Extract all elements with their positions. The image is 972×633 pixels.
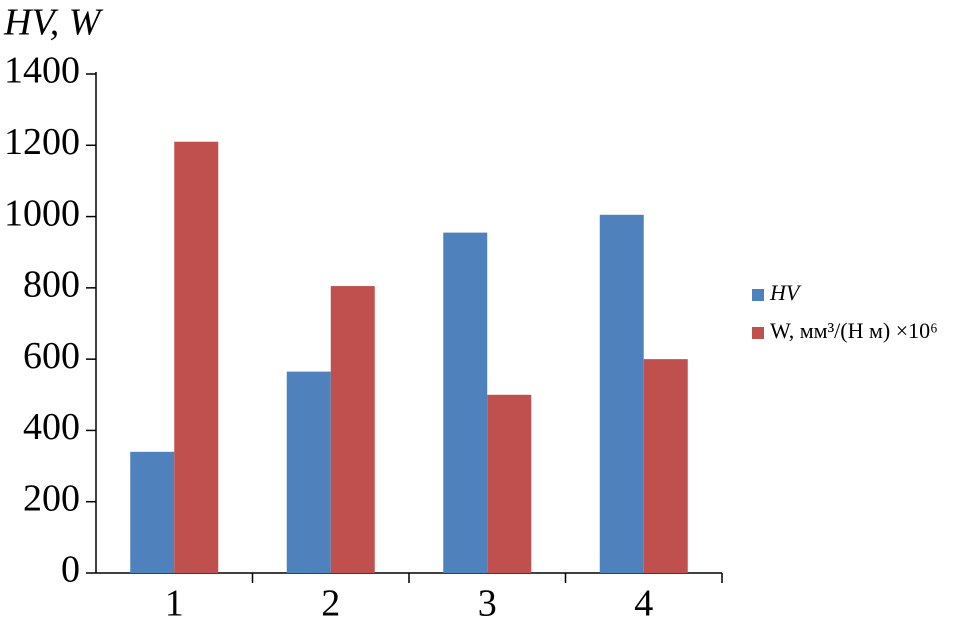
bar [286, 371, 331, 573]
y-tick-label: 600 [23, 335, 80, 377]
chart-title: HV, W [3, 2, 104, 44]
x-tick-label: 1 [165, 583, 184, 625]
x-tick-label: 3 [478, 583, 497, 625]
y-tick-label: 800 [23, 264, 80, 306]
y-tick-label: 0 [61, 549, 80, 591]
y-tick-label: 200 [23, 477, 80, 519]
bar [443, 232, 488, 573]
legend-label: HV [769, 280, 802, 305]
x-tick-label: 2 [321, 583, 340, 625]
bar [330, 286, 375, 573]
bar [643, 359, 688, 573]
x-tick-label: 4 [634, 583, 653, 625]
legend-label: W, мм³/(Н м) ×10⁶ [770, 318, 938, 343]
y-tick-label: 400 [23, 406, 80, 448]
y-tick-label: 1200 [4, 121, 80, 163]
bar [174, 141, 219, 573]
bar [487, 394, 532, 573]
bar [599, 214, 644, 573]
legend-swatch [752, 327, 764, 339]
legend-swatch [752, 289, 764, 301]
y-tick-label: 1400 [4, 50, 80, 92]
bar [130, 451, 175, 573]
y-tick-label: 1000 [4, 192, 80, 234]
